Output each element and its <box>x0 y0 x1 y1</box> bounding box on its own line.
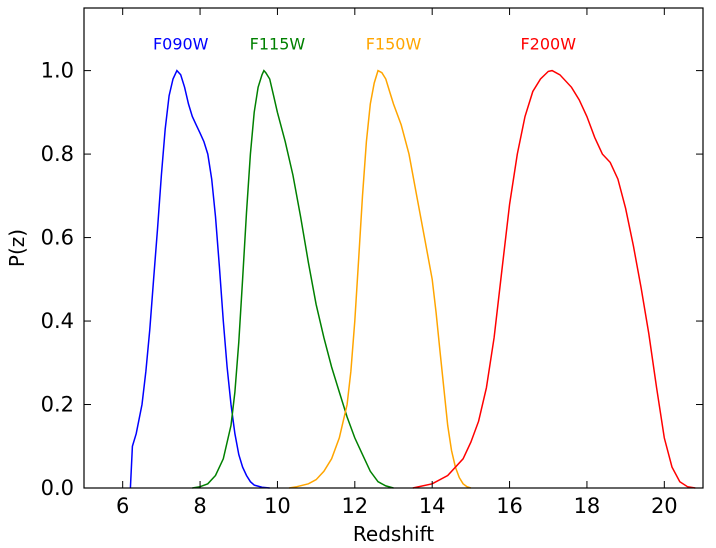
y-tick-label: 0.2 <box>41 393 74 417</box>
tick-layer: 6 8 10 12 14 16 18 20 0.0 0.2 0.4 0.6 0.8 1.0 <box>41 8 703 518</box>
y-tick-label: 0.4 <box>41 309 74 333</box>
series-label-f200w: F200W <box>520 35 576 54</box>
x-tick-label: 14 <box>419 494 446 518</box>
x-tick-label: 16 <box>496 494 523 518</box>
plot-frame <box>83 7 704 489</box>
x-tick-label: 20 <box>651 494 678 518</box>
annotation-layer: F090W F115W F150W F200W <box>153 35 576 54</box>
x-tick-label: 6 <box>116 494 129 518</box>
x-tick-label: 18 <box>574 494 601 518</box>
y-axis-label: P(z) <box>5 229 29 267</box>
series-layer <box>129 69 696 489</box>
series-line-f200w <box>412 69 696 489</box>
y-tick-label: 0.0 <box>41 476 74 500</box>
series-line-f090w <box>129 69 270 489</box>
series-label-f115w: F115W <box>250 35 306 54</box>
series-line-f150w <box>288 69 472 489</box>
series-label-f090w: F090W <box>153 35 209 54</box>
y-tick-label: 0.6 <box>41 226 74 250</box>
y-tick-label: 1.0 <box>41 59 74 83</box>
x-tick-label: 12 <box>341 494 368 518</box>
x-tick-label: 10 <box>264 494 291 518</box>
y-tick-label: 0.8 <box>41 142 74 166</box>
x-axis-label: Redshift <box>353 522 434 546</box>
x-tick-label: 8 <box>193 494 206 518</box>
series-label-f150w: F150W <box>366 35 422 54</box>
series-line-f115w <box>192 69 394 489</box>
